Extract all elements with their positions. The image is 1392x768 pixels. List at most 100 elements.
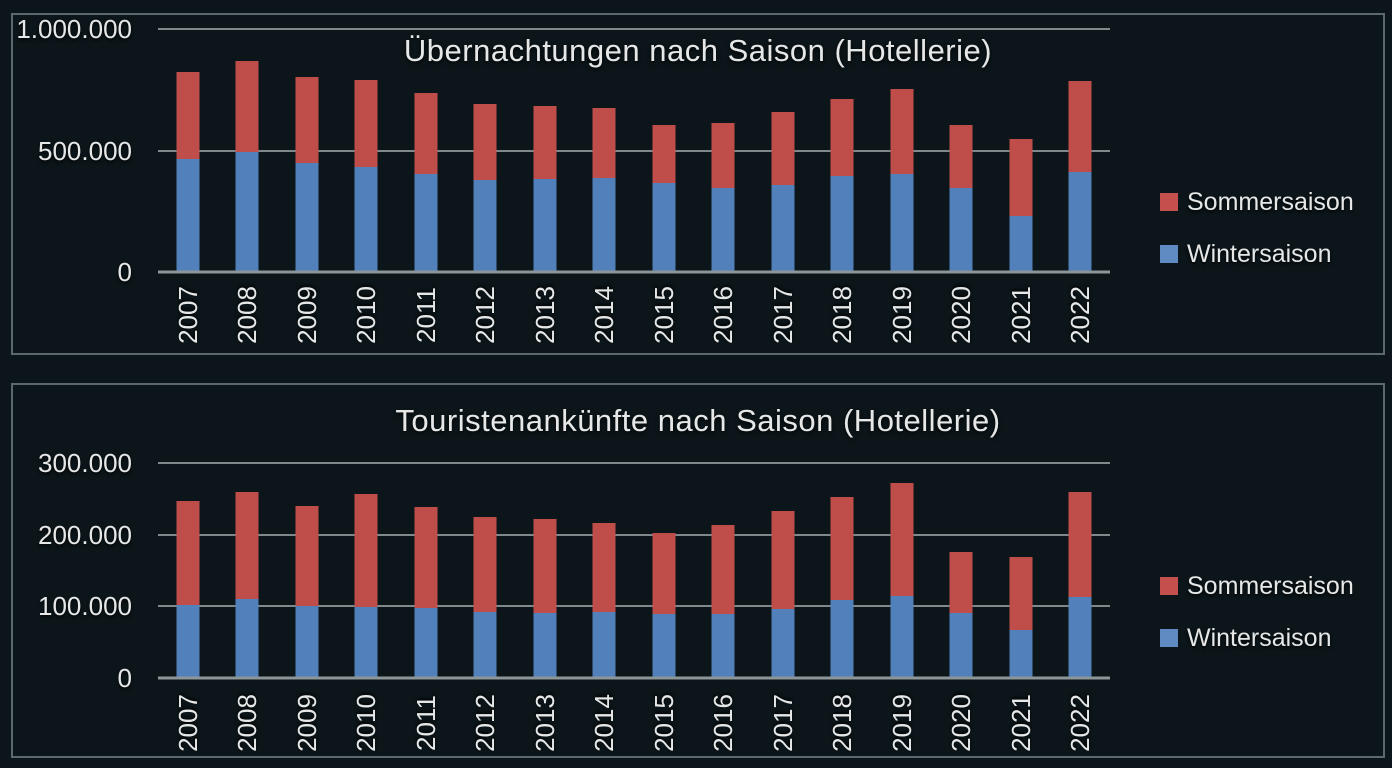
legend: Sommersaison Wintersaison [1160, 187, 1354, 291]
x-tick-label-2017: 2017 [767, 286, 798, 344]
bar-segment-wintersaison-2011 [414, 173, 438, 272]
bar-2021 [1009, 463, 1033, 678]
x-tick-label-2013: 2013 [529, 286, 560, 344]
bar-2012 [473, 463, 497, 678]
x-tick-label-2021: 2021 [1005, 694, 1036, 752]
bar-segment-sommersaison-2014 [592, 107, 616, 179]
bar-segment-wintersaison-2017 [771, 184, 795, 272]
bar-segment-sommersaison-2013 [533, 105, 557, 180]
bar-segment-wintersaison-2021 [1009, 629, 1033, 678]
bar-2020 [949, 29, 973, 272]
bar-segment-wintersaison-2020 [949, 612, 973, 678]
plot-area [158, 28, 1110, 274]
bar-slot-2020 [932, 29, 992, 272]
legend-swatch-sommersaison [1160, 193, 1178, 211]
bar-segment-sommersaison-2021 [1009, 138, 1033, 217]
bar-2022 [1068, 463, 1092, 678]
x-axis-line [158, 676, 1110, 680]
bar-slot-2018 [813, 29, 873, 272]
bar-slot-2012 [456, 29, 516, 272]
chart-panel-uebernachtungen: Übernachtungen nach Saison (Hotellerie) … [11, 13, 1385, 355]
x-tick-label-2013: 2013 [529, 694, 560, 752]
bar-2014 [592, 463, 616, 678]
bar-slot-2021 [991, 463, 1051, 678]
x-tick-label-2018: 2018 [827, 286, 858, 344]
bar-2022 [1068, 29, 1092, 272]
bar-2012 [473, 29, 497, 272]
bar-segment-sommersaison-2016 [711, 122, 735, 189]
bar-slot-2013 [515, 463, 575, 678]
bar-slot-2022 [1051, 463, 1111, 678]
bar-segment-sommersaison-2011 [414, 93, 438, 174]
bar-segment-sommersaison-2020 [949, 551, 973, 613]
gridline-200.000 [158, 533, 1110, 536]
bar-slot-2018 [813, 463, 873, 678]
bar-2015 [652, 463, 676, 678]
bar-segment-wintersaison-2016 [711, 613, 735, 678]
bar-segment-wintersaison-2015 [652, 183, 676, 272]
bar-slot-2021 [991, 29, 1051, 272]
bar-segment-sommersaison-2015 [652, 124, 676, 184]
bar-segment-sommersaison-2018 [830, 98, 854, 177]
gridline-1.000.000 [158, 28, 1110, 30]
bar-segment-wintersaison-2007 [176, 159, 200, 272]
bar-2008 [235, 463, 259, 678]
bar-2009 [295, 29, 319, 272]
bar-2021 [1009, 29, 1033, 272]
x-tick-label-2019: 2019 [886, 286, 917, 344]
x-tick-label-2014: 2014 [589, 286, 620, 344]
bar-segment-sommersaison-2012 [473, 104, 497, 181]
bar-segment-wintersaison-2008 [235, 599, 259, 678]
bar-slot-2009 [277, 463, 337, 678]
x-tick-label-2017: 2017 [767, 694, 798, 752]
bar-slot-2014 [575, 29, 635, 272]
bar-slot-2011 [396, 29, 456, 272]
bar-segment-wintersaison-2016 [711, 188, 735, 272]
x-tick-label-2010: 2010 [351, 694, 382, 752]
legend-label-wintersaison: Wintersaison [1187, 239, 1332, 268]
legend-label-sommersaison: Sommersaison [1187, 187, 1354, 216]
y-tick-label-200.000: 200.000 [38, 519, 132, 550]
bar-segment-sommersaison-2019 [890, 483, 914, 597]
y-axis: 0 500.000 1.000.000 [13, 16, 132, 285]
bar-segment-sommersaison-2015 [652, 532, 676, 615]
legend-label-sommersaison: Sommersaison [1187, 571, 1354, 600]
y-tick-label-500.000: 500.000 [38, 135, 132, 166]
bar-segment-wintersaison-2009 [295, 162, 319, 272]
bar-2009 [295, 463, 319, 678]
bar-2010 [354, 29, 378, 272]
bar-slot-2011 [396, 463, 456, 678]
x-tick-label-2008: 2008 [232, 694, 263, 752]
x-tick-label-2019: 2019 [886, 694, 917, 752]
gridline-500.000 [158, 149, 1110, 152]
bar-segment-wintersaison-2022 [1068, 597, 1092, 678]
bar-slot-2012 [456, 463, 516, 678]
y-tick-label-0: 0 [117, 257, 132, 287]
bar-segment-sommersaison-2017 [771, 112, 795, 185]
bar-segment-sommersaison-2016 [711, 525, 735, 614]
x-tick-label-2012: 2012 [470, 694, 501, 752]
bar-slot-2017 [753, 463, 813, 678]
x-tick-label-2007: 2007 [172, 286, 203, 344]
bar-segment-sommersaison-2007 [176, 72, 200, 160]
x-tick-label-2016: 2016 [708, 694, 739, 752]
bar-2007 [176, 29, 200, 272]
bar-2013 [533, 463, 557, 678]
bars-container [158, 29, 1110, 272]
bar-2020 [949, 463, 973, 678]
x-tick-label-2016: 2016 [708, 286, 739, 344]
bar-segment-wintersaison-2018 [830, 599, 854, 678]
legend-item-wintersaison: Wintersaison [1160, 623, 1354, 653]
chart-title-touristenankuenfte: Touristenankünfte nach Saison (Hotelleri… [395, 403, 1001, 438]
legend: Sommersaison Wintersaison [1160, 571, 1354, 675]
bar-segment-sommersaison-2019 [890, 89, 914, 174]
x-tick-label-2007: 2007 [172, 694, 203, 752]
bar-slot-2016 [694, 463, 754, 678]
bar-segment-sommersaison-2021 [1009, 556, 1033, 630]
y-tick-label-100.000: 100.000 [38, 591, 132, 622]
x-tick-label-2021: 2021 [1005, 286, 1036, 344]
bar-segment-wintersaison-2014 [592, 178, 616, 272]
bar-slot-2015 [634, 29, 694, 272]
bar-segment-wintersaison-2011 [414, 607, 438, 678]
bar-segment-wintersaison-2010 [354, 166, 378, 272]
